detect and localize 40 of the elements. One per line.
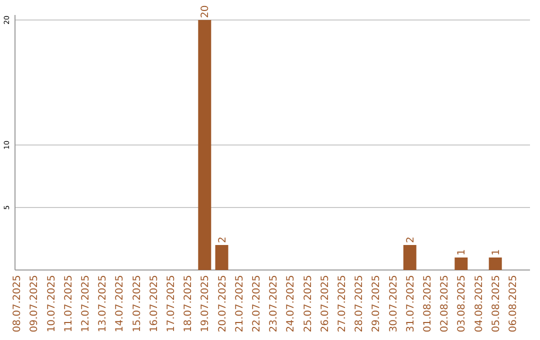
x-tick-label: 12.07.2025	[80, 275, 92, 332]
x-tick-label: 30.07.2025	[388, 275, 400, 332]
x-tick-label: 11.07.2025	[63, 275, 74, 332]
x-tick-label: 10.07.2025	[46, 275, 58, 332]
x-tick-label: 23.07.2025	[268, 275, 280, 332]
x-tick-label: 14.07.2025	[114, 275, 126, 332]
x-tick-label: 16.07.2025	[148, 275, 160, 332]
x-tick-label: 18.07.2025	[183, 275, 194, 332]
x-tick-label: 29.07.2025	[371, 275, 382, 332]
x-tick-label: 26.07.2025	[320, 275, 331, 332]
x-tick-label: 06.08.2025	[508, 275, 519, 332]
x-tick-label: 04.08.2025	[474, 275, 485, 332]
data-label: 1	[456, 249, 468, 256]
x-tick-label: 25.07.2025	[302, 275, 314, 332]
x-tick-label: 17.07.2025	[166, 275, 177, 332]
bar	[454, 258, 468, 270]
data-label: 20	[200, 5, 212, 18]
data-label: 2	[217, 236, 228, 243]
x-tick-label: 28.07.2025	[354, 275, 366, 332]
bar	[215, 245, 228, 270]
x-tick-label: 03.08.2025	[456, 275, 468, 332]
x-tick-label: 01.08.2025	[422, 275, 434, 332]
x-tick-label: 24.07.2025	[286, 275, 297, 332]
data-label: 2	[405, 236, 416, 243]
data-label: 1	[490, 249, 502, 256]
bar	[488, 258, 502, 270]
x-tick-label: 05.08.2025	[490, 275, 502, 332]
x-tick-label: 09.07.2025	[29, 275, 40, 332]
x-tick-label: 27.07.2025	[336, 275, 348, 332]
x-tick-label: 15.07.2025	[132, 275, 143, 332]
x-tick-label: 02.08.2025	[440, 275, 451, 332]
x-tick-label: 21.07.2025	[234, 275, 246, 332]
x-tick-label: 19.07.2025	[200, 275, 212, 332]
x-tick-label: 22.07.2025	[251, 275, 262, 332]
bar	[198, 20, 212, 270]
x-tick-label: 20.07.2025	[217, 275, 228, 332]
x-tick-label: 13.07.2025	[98, 275, 109, 332]
bar	[403, 245, 416, 270]
x-tick-label: 08.07.2025	[12, 275, 24, 332]
x-tick-label: 31.07.2025	[405, 275, 416, 332]
